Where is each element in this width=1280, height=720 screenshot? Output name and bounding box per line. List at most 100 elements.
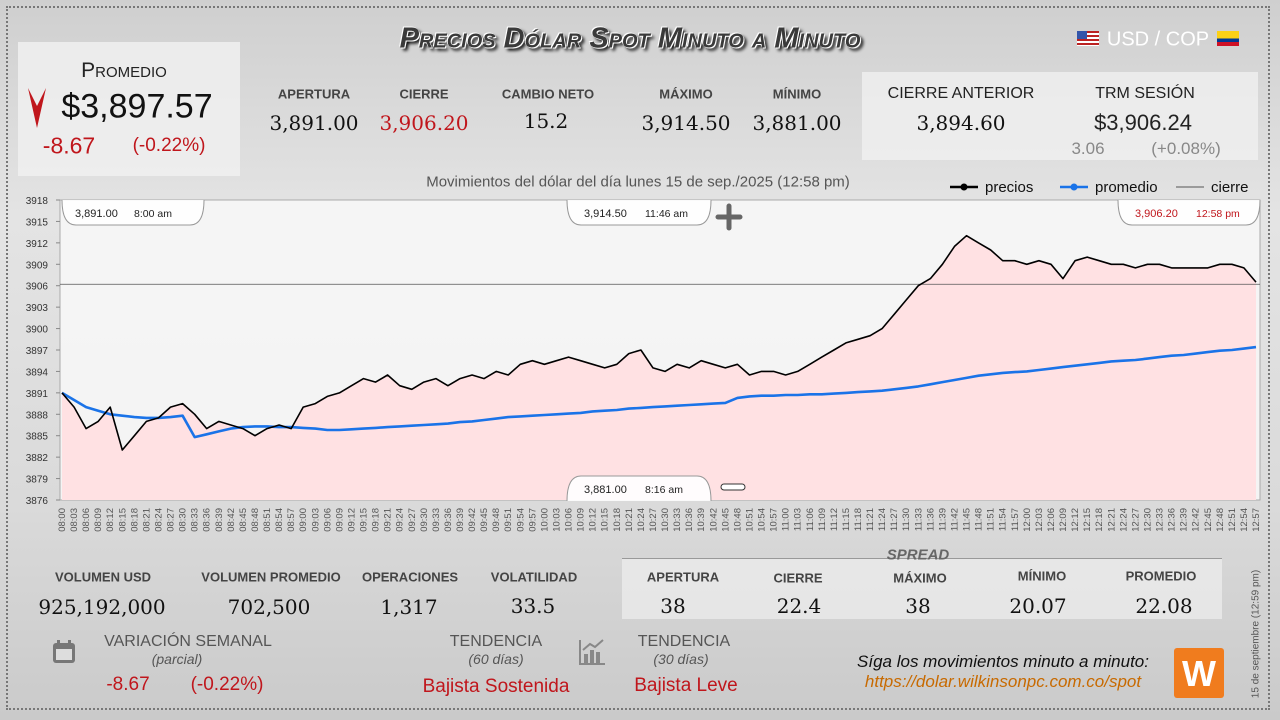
stat-value: 15.2 xyxy=(523,109,569,133)
stat-value: 3,881.00 xyxy=(752,111,842,135)
trend-label: TENDENCIA xyxy=(637,633,731,650)
x-tick-label: 10:15 xyxy=(600,508,611,532)
co-flag xyxy=(1217,31,1239,46)
stat-label: MÁXIMO xyxy=(659,86,713,102)
x-tick-label: 09:12 xyxy=(346,508,357,532)
x-tick-label: 10:06 xyxy=(564,508,575,532)
x-tick-label: 09:00 xyxy=(298,508,309,532)
spread-label: MÍNIMO xyxy=(1017,568,1067,584)
x-tick-label: 11:21 xyxy=(865,508,876,531)
y-tick-label: 3906 xyxy=(26,282,49,293)
x-tick-label: 10:09 xyxy=(576,508,587,532)
session-panel xyxy=(862,72,1258,160)
annotation-time: 8:00 am xyxy=(134,208,172,220)
volume-value: 925,192,000 xyxy=(38,595,166,619)
frame xyxy=(6,6,1270,710)
footer-url[interactable]: https://dolar.wilkinsonpc.com.co/spot xyxy=(864,672,1142,691)
annotation-time: 11:46 am xyxy=(645,208,688,220)
x-tick-label: 12:21 xyxy=(1106,508,1117,532)
annotation-value: 3,881.00 xyxy=(584,484,627,496)
x-tick-label: 09:30 xyxy=(419,508,430,532)
x-tick-label: 09:48 xyxy=(491,508,502,532)
x-tick-label: 11:33 xyxy=(913,508,924,531)
weekly-note: (parcial) xyxy=(151,651,203,667)
volume-value: 33.5 xyxy=(510,594,556,618)
x-tick-label: 10:48 xyxy=(732,508,743,532)
x-tick-label: 10:51 xyxy=(744,508,755,532)
crosshair-icon xyxy=(715,203,743,231)
spread-value: 20.07 xyxy=(1009,594,1067,618)
stat-value: 3,906.20 xyxy=(379,111,469,135)
x-tick-label: 11:39 xyxy=(937,508,948,531)
annotation-box xyxy=(566,199,712,226)
promedio-value: $3,897.57 xyxy=(61,87,213,126)
x-tick-label: 11:00 xyxy=(781,508,792,531)
legend-label: precios xyxy=(985,179,1033,196)
x-tick-label: 08:06 xyxy=(81,508,92,532)
series-line xyxy=(61,345,1257,439)
x-tick-label: 09:42 xyxy=(467,508,478,532)
x-tick-label: 08:00 xyxy=(57,508,68,532)
x-tick-label: 08:36 xyxy=(202,508,213,532)
annotation-box xyxy=(1117,199,1261,226)
side-note: 15 de septiembre (12:59 pm) xyxy=(1250,569,1262,699)
annotation-value: 3,906.20 xyxy=(1135,208,1178,220)
x-tick-label: 08:18 xyxy=(129,508,140,532)
x-tick-label: 12:57 xyxy=(1251,508,1262,532)
spread-value: 38 xyxy=(660,594,686,618)
logo: W xyxy=(1174,648,1224,698)
volume-label: VOLUMEN PROMEDIO xyxy=(201,569,341,585)
x-tick-label: 12:42 xyxy=(1191,508,1202,532)
x-tick-label: 08:12 xyxy=(105,508,116,532)
stat-value: 3,914.50 xyxy=(641,111,731,135)
x-tick-label: 09:09 xyxy=(334,508,345,532)
x-tick-label: 08:21 xyxy=(141,508,152,532)
x-tick-label: 09:39 xyxy=(455,508,466,532)
x-tick-label: 11:12 xyxy=(829,508,840,531)
y-tick-label: 3885 xyxy=(26,432,49,443)
x-tick-label: 10:36 xyxy=(684,508,695,532)
x-tick-label: 10:27 xyxy=(648,508,659,532)
x-tick-label: 09:06 xyxy=(322,508,333,532)
annotation-box xyxy=(61,199,205,226)
x-tick-label: 11:54 xyxy=(998,508,1009,531)
x-tick-label: 10:45 xyxy=(720,508,731,532)
weekly-label: VARIACIÓN SEMANAL xyxy=(104,633,272,650)
x-tick-label: 11:57 xyxy=(1010,508,1021,531)
x-tick-label: 12:03 xyxy=(1034,508,1045,532)
x-tick-label: 10:42 xyxy=(708,508,719,532)
x-tick-label: 10:30 xyxy=(660,508,671,532)
x-tick-label: 12:15 xyxy=(1082,508,1093,532)
series-line xyxy=(61,234,1257,451)
x-tick-label: 11:27 xyxy=(889,508,900,531)
x-tick-label: 08:24 xyxy=(153,508,164,532)
volume-value: 1,317 xyxy=(380,595,438,619)
weekly-change: -8.67 xyxy=(106,674,150,695)
x-tick-label: 10:18 xyxy=(612,508,623,532)
volume-label: VOLUMEN USD xyxy=(54,569,152,585)
x-tick-label: 12:45 xyxy=(1203,508,1214,532)
x-tick-label: 08:48 xyxy=(250,508,261,532)
x-tick-label: 11:18 xyxy=(853,508,864,531)
x-tick-label: 11:45 xyxy=(962,508,973,531)
spread-value: 38 xyxy=(905,594,931,618)
x-tick-label: 09:57 xyxy=(527,508,538,532)
x-tick-label: 09:03 xyxy=(310,508,321,532)
x-tick-label: 12:51 xyxy=(1227,508,1238,532)
y-tick-label: 3876 xyxy=(26,496,49,507)
spread-value: 22.08 xyxy=(1135,594,1193,618)
x-tick-label: 12:06 xyxy=(1046,508,1057,532)
annotation-time: 8:16 am xyxy=(645,484,683,496)
trend-icon xyxy=(579,639,605,665)
promedio-change-pct: (-0.22%) xyxy=(132,135,206,156)
spread-title: SPREAD xyxy=(886,546,950,564)
x-tick-label: 12:00 xyxy=(1022,508,1033,532)
y-tick-label: 3879 xyxy=(26,475,49,486)
x-tick-label: 10:00 xyxy=(539,508,550,532)
annotation-value: 3,914.50 xyxy=(584,208,627,220)
spread-label: MÁXIMO xyxy=(893,570,947,586)
annotation-value: 3,891.00 xyxy=(75,208,118,220)
zoom-pill xyxy=(720,483,746,491)
y-tick-label: 3894 xyxy=(26,367,49,378)
